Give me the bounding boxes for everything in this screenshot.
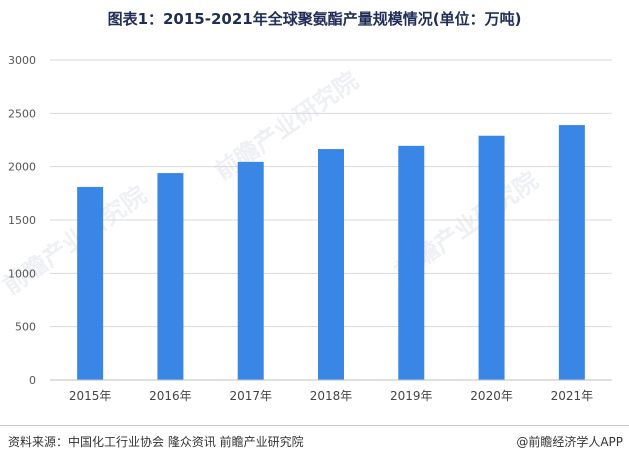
bar xyxy=(77,186,104,380)
x-tick-label: 2017年 xyxy=(229,389,272,403)
y-tick-label: 0 xyxy=(29,374,36,387)
y-tick-label: 3000 xyxy=(8,54,36,67)
y-tick-label: 2500 xyxy=(8,107,36,120)
bar-chart: 0 500 1000 1500 2000 2500 3000 2015年 2016年 2017年… xyxy=(8,54,612,403)
y-tick-label: 2000 xyxy=(8,161,36,174)
y-axis: 0 500 1000 1500 2000 2500 3000 xyxy=(8,54,36,387)
credit-label: @前瞻经济学人APP xyxy=(516,435,623,449)
x-tick-label: 2016年 xyxy=(149,389,192,403)
y-tick-label: 1000 xyxy=(8,267,36,280)
y-tick-label: 500 xyxy=(15,321,36,334)
x-tick-label: 2020年 xyxy=(470,389,513,403)
credit: @前瞻经济学人APP xyxy=(516,433,623,450)
x-tick-label: 2019年 xyxy=(390,389,433,403)
bar xyxy=(558,125,585,380)
bar xyxy=(478,135,505,380)
x-tick-label: 2015年 xyxy=(69,389,112,403)
chart-title: 图表1：2015-2021年全球聚氨酯产量规模情况(单位：万吨) xyxy=(107,10,522,28)
x-tick-label: 2018年 xyxy=(310,389,353,403)
y-tick-label: 1500 xyxy=(8,214,36,227)
x-axis: 2015年 2016年 2017年 2018年 2019年 2020年 2021年 xyxy=(50,379,612,403)
source-note: 资料来源：中国化工行业协会 隆众资讯 前瞻产业研究院 xyxy=(8,435,304,449)
x-tick-label: 2021年 xyxy=(551,389,594,403)
bars xyxy=(77,125,585,380)
bar xyxy=(318,149,344,380)
footer: 资料来源：中国化工行业协会 隆众资讯 前瞻产业研究院 @前瞻经济学人APP xyxy=(0,425,629,462)
bar xyxy=(157,173,184,380)
bar xyxy=(398,145,425,380)
bar xyxy=(237,161,264,380)
